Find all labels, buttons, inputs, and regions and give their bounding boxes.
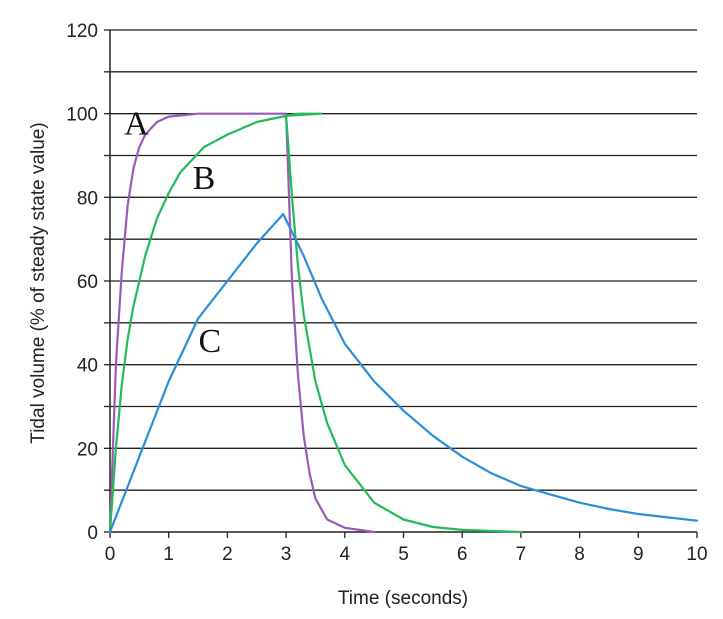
curve-label-B: B xyxy=(193,160,216,197)
gridlines xyxy=(110,29,697,491)
x-tick-label: 0 xyxy=(105,544,116,565)
x-tick-label: 7 xyxy=(516,544,527,565)
x-tick-label: 10 xyxy=(686,544,707,565)
x-tick-label: 8 xyxy=(574,544,585,565)
series-line-C xyxy=(108,213,699,534)
tick-labels: 0 20 40 60 80 100 120 0 1 2 3 4 5 6 7 8 9 10 xyxy=(66,21,707,565)
y-tick-label: 80 xyxy=(77,188,98,209)
x-tick-label: 1 xyxy=(163,544,174,565)
x-tick-label: 3 xyxy=(281,544,292,565)
curve-labels: A B C xyxy=(124,106,221,361)
y-tick-label: 20 xyxy=(77,439,98,460)
series-line-A xyxy=(108,112,376,534)
y-tick-label: 0 xyxy=(87,523,98,544)
y-tick-label: 100 xyxy=(66,105,98,126)
x-axis-label: Time (seconds) xyxy=(338,588,468,609)
y-tick-label: 60 xyxy=(77,272,98,293)
y-axis-label: Tidal volume (% of steady state value) xyxy=(28,122,49,443)
series-line-B xyxy=(108,112,523,534)
y-tick-label: 40 xyxy=(77,356,98,377)
x-tick-label: 4 xyxy=(340,544,351,565)
curve-label-A: A xyxy=(124,106,149,143)
series-group xyxy=(108,112,699,534)
curve-label-C: C xyxy=(198,323,221,360)
x-tick-label: 2 xyxy=(222,544,233,565)
x-tick-label: 9 xyxy=(633,544,644,565)
x-tick-label: 6 xyxy=(457,544,468,565)
y-tick-label: 120 xyxy=(66,21,98,42)
x-tick-label: 5 xyxy=(398,544,409,565)
